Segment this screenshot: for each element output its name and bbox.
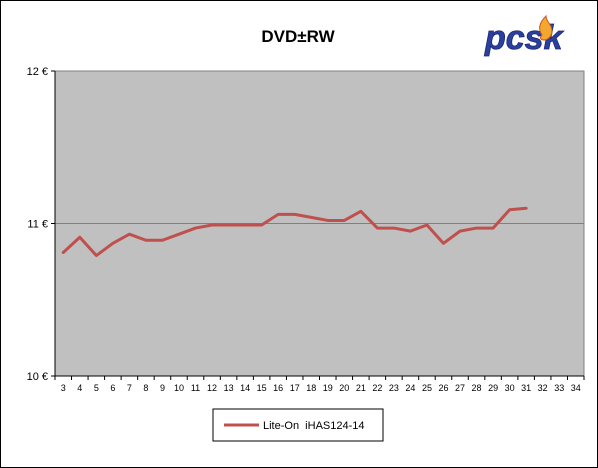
y-axis-ticks: 10 € 11 € 12 €: [27, 66, 55, 383]
chart-title: DVD±RW: [261, 27, 335, 46]
x-tick-label: 5: [94, 383, 99, 393]
x-tick-label: 19: [323, 383, 333, 393]
x-tick-label: 4: [77, 383, 82, 393]
x-tick-label: 24: [405, 383, 415, 393]
y-tick-label: 11 €: [27, 219, 48, 231]
flame-icon: [539, 14, 553, 41]
x-tick-label: 26: [438, 383, 448, 393]
x-tick-label: 16: [273, 383, 283, 393]
logo-text: pcsk: [484, 19, 565, 57]
x-tick-label: 32: [538, 383, 548, 393]
x-tick-label: 8: [143, 383, 148, 393]
y-tick-label: 12 €: [27, 66, 48, 78]
x-tick-label: 3: [61, 383, 66, 393]
x-tick-label: 30: [505, 383, 515, 393]
x-tick-label: 6: [110, 383, 115, 393]
series-line: [61, 206, 528, 258]
x-tick-label: 22: [372, 383, 382, 393]
legend-label: Lite-On iHAS124-14: [263, 420, 365, 432]
x-tick-label: 18: [306, 383, 316, 393]
x-tick-label: 7: [127, 383, 132, 393]
x-tick-label: 20: [339, 383, 349, 393]
x-tick-label: 10: [174, 383, 184, 393]
pcsk-logo: pcsk: [484, 14, 565, 57]
x-tick-label: 9: [160, 383, 165, 393]
legend: Lite-On iHAS124-14: [212, 408, 384, 442]
x-tick-label: 11: [191, 383, 200, 393]
x-tick-label: 28: [472, 383, 482, 393]
x-tick-label: 27: [455, 383, 465, 393]
x-tick-label: 31: [521, 383, 531, 393]
x-tick-label: 25: [422, 383, 432, 393]
x-tick-label: 33: [554, 383, 564, 393]
x-tick-label: 12: [207, 383, 217, 393]
x-axis-ticks: 3 4 5 6 7 8 9 10 11 12 13 14 15 16 17 18 19 20 21 22 23 24 25 2…: [54, 376, 585, 393]
y-tick-label: 10 €: [27, 371, 48, 383]
x-tick-label: 21: [356, 383, 366, 393]
x-tick-label: 29: [488, 383, 498, 393]
x-tick-label: 23: [389, 383, 399, 393]
x-tick-label: 13: [224, 383, 234, 393]
x-tick-label: 17: [290, 383, 300, 393]
x-tick-label: 15: [257, 383, 267, 393]
x-tick-label: 14: [240, 383, 250, 393]
x-tick-label: 34: [571, 383, 581, 393]
